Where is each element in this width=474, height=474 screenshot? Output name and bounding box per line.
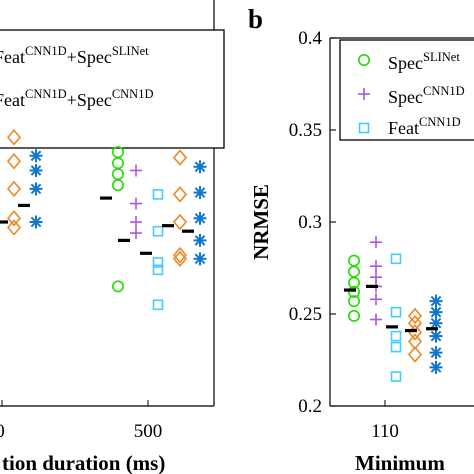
right-ytick-label-2: 0.3 — [298, 212, 322, 233]
point-p0-g0-s0-2 — [6, 180, 22, 198]
point-p1-g0-s4-1 — [429, 305, 443, 319]
point-p0-g1-s0-3 — [112, 179, 125, 192]
right-ytick-label-3: 0.35 — [289, 120, 322, 141]
point-p0-g1-s1-1 — [130, 197, 142, 210]
point-p0-g1-s0-2 — [112, 168, 125, 181]
left-xtick-label-500: 500 — [134, 421, 163, 442]
point-p0-g1-s3-3 — [172, 246, 188, 264]
point-p0-g0-s1-2 — [29, 182, 43, 196]
point-p0-g1-s0-1 — [112, 157, 125, 170]
panel-label-b: b — [248, 4, 263, 34]
point-p0-g1-s4-3 — [193, 233, 207, 247]
point-p0-g1-s2-3 — [152, 264, 164, 276]
point-p1-g0-s4-4 — [429, 346, 443, 360]
left-legend-entry-1: FeatCNN1D+SpecSLINet — [0, 44, 149, 67]
point-p1-g0-s4-3 — [429, 329, 443, 343]
point-p1-g0-s3-0 — [407, 307, 423, 325]
data-marks — [0, 129, 443, 382]
right-legend-entry-2: SpecCNN1D — [388, 84, 465, 107]
point-p0-g1-s3-0 — [172, 149, 188, 166]
point-p0-g1-s2-1 — [152, 225, 164, 237]
right-legend-symbols — [357, 53, 370, 134]
point-p1-g0-s1-1 — [370, 260, 382, 273]
point-p0-g1-s2-4 — [152, 299, 164, 311]
point-p0-g1-s1-0 — [130, 164, 142, 177]
point-p0-g1-s4-4 — [193, 252, 207, 266]
point-p0-g1-s3-2 — [172, 213, 188, 231]
right-yticks: 0.2 0.25 0.3 0.35 0.4 — [289, 28, 336, 417]
point-p1-g0-s4-0 — [429, 294, 443, 308]
point-p1-g0-s1-4 — [370, 293, 382, 306]
point-p1-g0-s0-5 — [347, 309, 360, 322]
right-legend: SpecSLINet SpecCNN1D FeatCNN1D — [339, 39, 474, 141]
point-p1-g0-s0-0 — [347, 254, 360, 267]
right-ylabel: NRMSE — [249, 184, 273, 260]
right-ytick-label-1: 0.25 — [289, 304, 322, 325]
point-p1-g0-s2-3 — [390, 341, 402, 353]
point-p0-g1-s2-0 — [152, 189, 164, 200]
point-p0-g1-s4-1 — [193, 186, 207, 200]
point-p1-g0-s2-4 — [390, 371, 402, 382]
left-legend-entry-2: FeatCNN1D+SpecCNN1D — [0, 87, 153, 110]
point-p0-g1-s1-2 — [130, 216, 142, 228]
point-p1-g0-s1-5 — [370, 313, 382, 326]
point-p1-g0-s2-0 — [390, 253, 402, 265]
legend-symbol-2 — [358, 122, 370, 134]
left-axes: 0 500 tion duration (ms) — [0, 0, 215, 474]
right-legend-entry-1: SpecSLINet — [388, 50, 460, 73]
right-ytick-label-4: 0.4 — [298, 28, 322, 49]
point-p0-g1-s3-1 — [172, 186, 188, 203]
point-p0-g0-s0-3 — [6, 210, 22, 227]
point-p0-g0-s0-1 — [6, 153, 22, 170]
left-legend-box — [0, 29, 225, 149]
point-p0-g1-s2-2 — [152, 257, 164, 268]
point-p1-g0-s0-4 — [347, 295, 360, 308]
legend-symbol-1 — [358, 88, 370, 100]
point-p0-g0-s1-1 — [29, 163, 43, 177]
left-xlabel: tion duration (ms) — [2, 451, 165, 474]
right-legend-entry-3: FeatCNN1D — [388, 115, 461, 138]
point-p0-g1-s3-4 — [172, 250, 188, 268]
point-p0-g0-s0-4 — [6, 219, 22, 236]
point-p1-g0-s0-2 — [347, 276, 360, 289]
point-p1-g0-s2-1 — [390, 306, 402, 318]
point-p1-g0-s0-1 — [347, 265, 360, 278]
left-xtick-label-0: 0 — [0, 421, 5, 442]
point-p1-g0-s3-2 — [407, 324, 423, 341]
point-p1-g0-s1-0 — [370, 236, 382, 249]
point-p1-g0-s3-4 — [407, 346, 423, 363]
point-p0-g1-s4-0 — [193, 160, 207, 174]
right-xlabel: Minimum — [355, 451, 445, 474]
legend-symbol-0 — [357, 53, 370, 66]
point-p1-g0-s2-2 — [390, 330, 402, 342]
point-p1-g0-s0-3 — [347, 285, 360, 298]
point-p0-g0-s0-0 — [6, 129, 22, 146]
left-legend: FeatCNN1D+SpecSLINet FeatCNN1D+SpecCNN1D — [0, 29, 225, 149]
right-axes: b 110 Minimum NRMSE 0.2 0.25 0.3 0.35 0.4 — [248, 4, 474, 474]
point-p0-g0-s1-3 — [29, 215, 43, 229]
right-xtick-label-110: 110 — [371, 421, 399, 442]
point-p0-g0-s1-0 — [29, 149, 43, 163]
point-p0-g1-s4-2 — [193, 211, 207, 225]
point-p0-g1-s0-4 — [112, 280, 125, 293]
point-p0-g1-s1-3 — [130, 227, 142, 240]
right-ytick-label-0: 0.2 — [298, 396, 322, 417]
point-p1-g0-s4-5 — [429, 360, 443, 374]
